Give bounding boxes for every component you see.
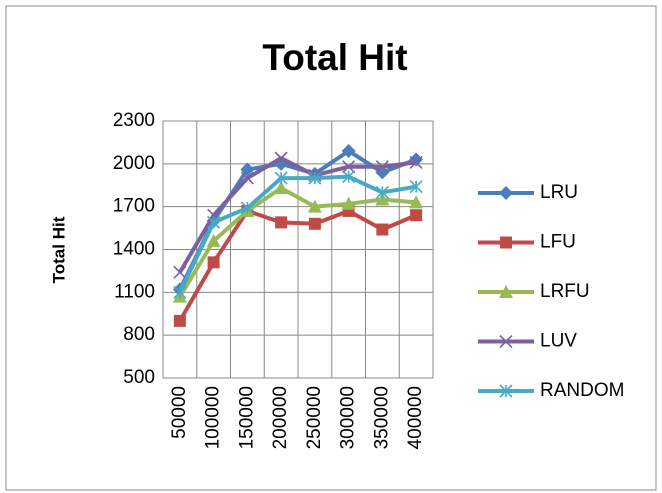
legend-label: LFU bbox=[540, 232, 576, 253]
y-axis-label: Total Hit bbox=[49, 216, 68, 283]
x-tick-label: 150000 bbox=[236, 386, 257, 449]
x-tick-label: 50000 bbox=[169, 386, 190, 439]
x-tick-label: 200000 bbox=[270, 386, 291, 449]
marker bbox=[206, 233, 221, 247]
marker bbox=[375, 165, 390, 180]
legend-label: LRFU bbox=[540, 281, 590, 302]
marker bbox=[240, 171, 254, 185]
legend-label: LUV bbox=[540, 331, 577, 352]
legend-label: RANDOM bbox=[540, 380, 624, 401]
marker bbox=[207, 215, 221, 229]
marker bbox=[499, 186, 513, 200]
marker bbox=[240, 162, 255, 177]
marker bbox=[409, 180, 423, 194]
marker bbox=[375, 185, 389, 199]
marker bbox=[274, 181, 289, 195]
marker bbox=[341, 196, 356, 210]
marker bbox=[499, 384, 513, 398]
marker bbox=[173, 265, 187, 279]
marker bbox=[274, 171, 288, 185]
marker bbox=[342, 160, 356, 174]
x-tick-label: 300000 bbox=[338, 386, 359, 449]
marker bbox=[342, 170, 356, 184]
y-tick-label: 2000 bbox=[113, 153, 155, 174]
legend-label: LRU bbox=[540, 182, 578, 203]
series-line bbox=[178, 174, 417, 294]
marker bbox=[410, 209, 423, 222]
marker bbox=[307, 199, 322, 213]
marker bbox=[409, 155, 423, 169]
marker bbox=[207, 256, 220, 269]
y-tick-label: 1100 bbox=[114, 281, 155, 302]
marker bbox=[275, 216, 288, 229]
marker bbox=[375, 160, 389, 174]
marker bbox=[375, 192, 390, 206]
marker bbox=[499, 285, 513, 298]
chart-title: Total Hit bbox=[262, 37, 407, 78]
x-tick-label: 350000 bbox=[371, 386, 392, 449]
marker bbox=[499, 334, 513, 349]
y-tick-label: 800 bbox=[123, 324, 155, 345]
x-tick-label: 250000 bbox=[304, 386, 325, 449]
series-line bbox=[178, 186, 417, 298]
marker bbox=[173, 314, 186, 327]
marker bbox=[376, 223, 389, 236]
marker bbox=[308, 171, 322, 185]
y-tick-label: 500 bbox=[123, 367, 155, 388]
marker bbox=[409, 195, 424, 209]
marker bbox=[341, 143, 356, 158]
marker bbox=[274, 151, 288, 165]
marker bbox=[173, 285, 187, 299]
y-tick-label: 1400 bbox=[113, 239, 155, 260]
marker bbox=[308, 217, 321, 230]
marker bbox=[500, 236, 512, 249]
chart-border bbox=[5, 5, 657, 491]
x-tick-label: 400000 bbox=[405, 386, 426, 449]
marker bbox=[240, 201, 254, 215]
x-tick-label: 100000 bbox=[203, 386, 224, 449]
y-tick-label: 1700 bbox=[113, 196, 155, 217]
y-tick-label: 2300 bbox=[113, 110, 155, 131]
